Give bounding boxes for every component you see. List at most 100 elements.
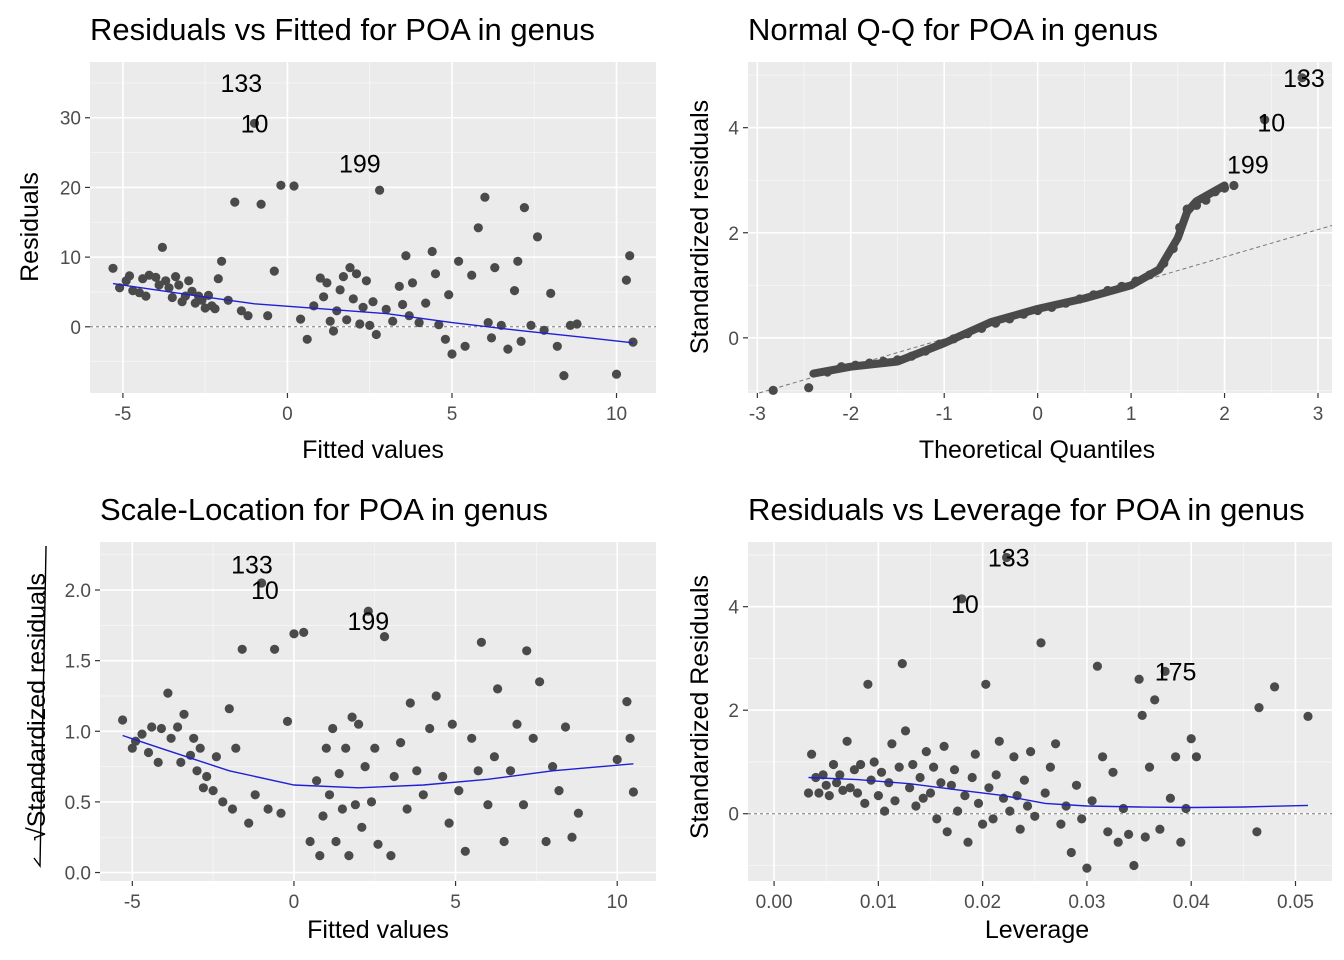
data-point [946,780,957,790]
data-point [257,578,267,588]
data-point [967,772,977,783]
point-label: 133 [231,552,273,580]
data-point [401,251,411,261]
data-point [1009,752,1019,762]
data-point [920,346,931,356]
x-tick-label: 1 [1126,404,1137,425]
y-axis-label: √Standardized residuals [23,573,51,841]
data-point [334,769,344,779]
data-point [381,304,391,314]
data-point [939,741,949,752]
data-point [552,341,562,351]
data-point [628,787,639,797]
point-label: 199 [347,608,389,636]
data-point [156,723,166,734]
data-point [932,814,942,824]
data-point [905,783,915,793]
data-point [1019,775,1029,785]
x-tick-label: 3 [1313,404,1324,425]
data-point [828,759,839,770]
residuals-vs-leverage-panel: 0.00 0.01 0.02 0.03 0.04 0.05 0 2 4 133 10 175 Resid… [686,492,1332,944]
y-tick-label: 20 [60,178,81,199]
data-point [363,606,373,616]
data-point [567,832,577,842]
data-point [315,851,325,861]
plot-background [90,62,656,393]
data-point [263,311,273,321]
data-point [936,778,946,788]
data-point [869,757,879,767]
data-point [431,691,441,701]
x-axis-label: Leverage [985,916,1089,944]
data-point [560,722,571,732]
smooth-line [112,282,634,344]
data-point [1075,294,1085,304]
data-point [842,736,852,746]
point-label: 199 [1227,151,1269,179]
data-point [1124,829,1134,840]
data-point [1182,204,1192,214]
plot-background [100,542,656,881]
data-point [921,747,931,757]
data-point [1071,780,1082,790]
data-point [838,785,848,796]
data-point [1155,824,1165,834]
data-point [368,297,378,307]
data-point [299,627,309,638]
data-point [1260,115,1270,125]
data-point [483,318,493,328]
data-point [360,762,370,772]
data-point [163,688,173,698]
data-point [118,715,128,725]
data-point [402,804,412,814]
data-point [473,766,483,776]
data-point [949,334,959,344]
data-point [224,704,234,714]
data-point [370,743,380,753]
data-point [365,320,375,330]
data-point [499,836,509,847]
data-point [282,716,293,727]
data-point [900,726,911,736]
y-tick-label: 1.5 [65,652,91,673]
data-point [396,738,406,748]
data-point [425,723,435,734]
data-point [454,256,464,266]
data-point [1131,276,1141,286]
data-point [963,837,973,847]
data-point [929,762,939,772]
data-point [1118,803,1128,814]
data-point [625,251,635,261]
data-point [195,743,205,753]
y-tick-label: 10 [60,248,81,269]
y-tick-label: 0.0 [65,864,91,885]
point-label: 133 [221,70,263,98]
data-point [1210,187,1220,197]
data-point [270,644,280,654]
data-point [1186,734,1196,744]
y-tick-label: 4 [728,119,739,140]
data-point [358,302,368,312]
data-point [880,806,890,816]
x-tick-label: 10 [607,892,628,913]
data-point [1303,711,1313,722]
data-point [1168,243,1178,254]
data-point [405,698,415,708]
sqrt-symbol [33,546,47,869]
data-point [192,766,202,776]
data-point [230,197,240,207]
data-point [237,644,247,654]
x-axis-label: Theoretical Quantiles [919,436,1155,464]
x-tick-label: 0 [1032,404,1043,425]
data-point [836,362,847,372]
x-tick-label: -5 [114,404,131,425]
x-tick-label: 0.01 [860,892,897,913]
data-point [312,776,322,786]
x-axis-label: Fitted values [302,436,444,464]
data-point [873,791,884,801]
data-point [141,291,151,301]
data-point [249,118,260,128]
smooth-line [808,776,1309,809]
data-point [890,796,900,806]
point-label: 10 [1257,109,1285,137]
